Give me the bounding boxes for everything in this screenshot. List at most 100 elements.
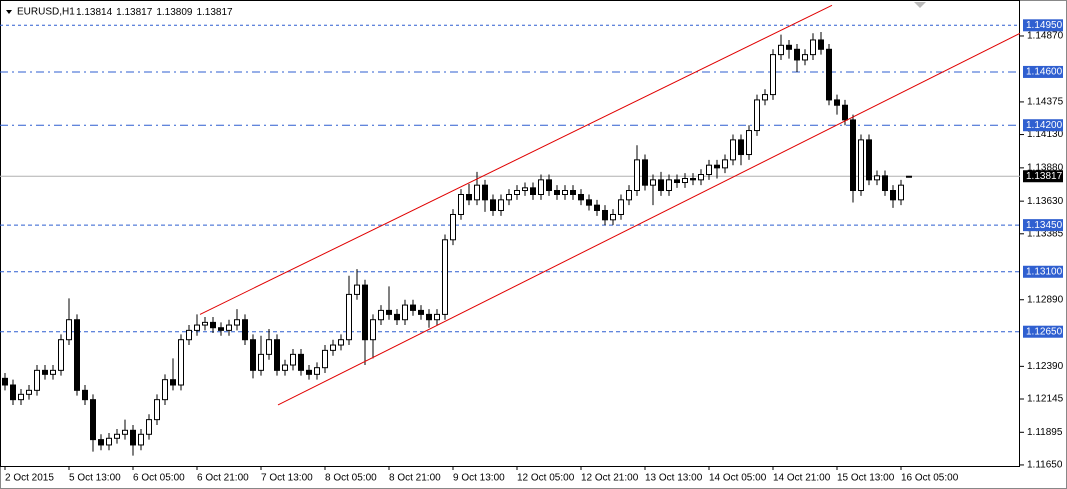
x-tick-label: 12 Oct 21:00 [581, 473, 639, 484]
candle-body [754, 99, 760, 132]
candle-body [490, 199, 496, 211]
candle-body [74, 319, 80, 391]
candle-body [866, 139, 872, 181]
x-tick-label: 15 Oct 13:00 [837, 473, 895, 484]
candle-body [418, 309, 424, 315]
x-tick-label: 14 Oct 21:00 [773, 473, 831, 484]
candle-body [98, 439, 104, 446]
candle-body [274, 339, 280, 371]
candle-body [250, 339, 256, 371]
candle-body [82, 389, 88, 401]
candle-body [226, 324, 232, 331]
candle-body [818, 39, 824, 50]
candle-body [202, 321, 208, 326]
level-label: 1.13450 [1026, 220, 1063, 231]
x-tick-label: 16 Oct 05:00 [901, 473, 959, 484]
candle-body [538, 179, 544, 195]
overlays [199, 4, 1021, 406]
candle-body [434, 313, 440, 321]
candle-body [762, 94, 768, 101]
level-label-box [1023, 325, 1063, 338]
candle-body [826, 48, 832, 101]
x-tick-label: 7 Oct 13:00 [261, 473, 313, 484]
candle-body [706, 164, 712, 176]
candle-body [482, 184, 488, 201]
candle-body [618, 199, 624, 215]
candle-body [506, 193, 512, 201]
candle-body [442, 239, 448, 315]
candle-body [394, 313, 400, 321]
candle-body [714, 164, 720, 169]
candle-body [658, 179, 664, 192]
candle-body [570, 190, 576, 195]
candle-body [906, 175, 912, 178]
candle-body [122, 429, 128, 435]
candle-body [242, 319, 248, 341]
candle-body [218, 327, 224, 331]
y-tick-label: 1.13630 [1027, 196, 1064, 207]
x-tick-label: 2 Oct 2015 [5, 473, 54, 484]
level-label: 1.14950 [1026, 20, 1063, 31]
candle-body [210, 321, 216, 329]
candle-body [770, 54, 776, 96]
candle-body [178, 339, 184, 386]
candle-body [810, 39, 816, 56]
level-label-box [1023, 19, 1063, 32]
menu-arrow[interactable] [6, 10, 12, 14]
candle-body [194, 324, 200, 331]
candle-body [554, 190, 560, 195]
x-tick-label: 6 Oct 05:00 [133, 473, 185, 484]
y-tick-label: 1.14375 [1027, 97, 1064, 108]
candle-body [42, 369, 48, 375]
candle-body [50, 369, 56, 375]
candle-body [738, 139, 744, 156]
symbol: EURUSD,H1 [17, 7, 75, 18]
candle-body [834, 99, 840, 106]
candle-body [842, 104, 848, 121]
candle-body [138, 433, 144, 446]
candle-body [594, 204, 600, 211]
candle-body [882, 175, 888, 192]
candle-body [514, 190, 520, 195]
candle-body [682, 178, 688, 184]
candle-body [378, 309, 384, 321]
candle-body [34, 369, 40, 391]
candle-body [386, 309, 392, 315]
candle-body [170, 379, 176, 386]
x-tick-label: 6 Oct 21:00 [197, 473, 249, 484]
candle-body [690, 178, 696, 181]
current-price-label: 1.13817 [1026, 171, 1063, 182]
y-tick-label: 1.12890 [1027, 294, 1064, 305]
candle-body [266, 339, 272, 355]
level-label-box [1023, 65, 1063, 78]
candle-body [410, 304, 416, 311]
candle-body [722, 159, 728, 169]
candle-body [186, 329, 192, 341]
x-tick-label: 8 Oct 21:00 [389, 473, 441, 484]
candle-body [90, 399, 96, 441]
candle-body [586, 199, 592, 206]
candle-body [306, 369, 312, 375]
level-label-box [1023, 219, 1063, 232]
candle-body [330, 344, 336, 351]
ohlc-open: 1.13814 [76, 7, 113, 18]
candle-body [234, 319, 240, 326]
candle-body [322, 349, 328, 369]
y-tick-label: 1.14870 [1027, 31, 1064, 42]
candle-body [898, 184, 904, 201]
candle-body [146, 419, 152, 435]
candle-body [602, 209, 608, 221]
candle-body [362, 284, 368, 341]
x-tick-label: 13 Oct 13:00 [645, 473, 703, 484]
candle-body [650, 179, 656, 186]
candle-body [298, 353, 304, 371]
candle-body [802, 54, 808, 61]
candle-body [746, 130, 752, 156]
levels [0, 24, 1020, 333]
candle-body [354, 284, 360, 295]
candle-body [850, 119, 856, 192]
candle-body [786, 44, 792, 50]
candle-body [778, 44, 784, 56]
candle-body [530, 187, 536, 195]
